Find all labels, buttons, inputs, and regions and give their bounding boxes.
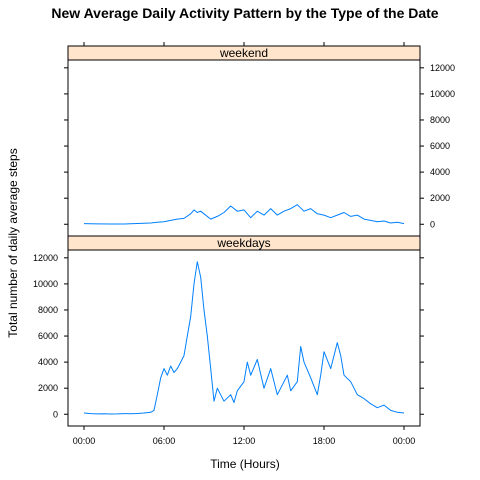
- y-tick-label-weekdays: 6000: [38, 331, 58, 341]
- panel-frame-weekdays: [68, 250, 420, 426]
- series-line-weekend: [84, 205, 404, 224]
- x-tick-label: 00:00: [73, 436, 96, 446]
- y-tick-label-weekend: 8000: [430, 115, 450, 125]
- y-tick-label-weekdays: 0: [53, 409, 58, 419]
- y-tick-label-weekend: 4000: [430, 167, 450, 177]
- y-tick-label-weekend: 6000: [430, 141, 450, 151]
- y-axis-label: Total number of daily average steps: [6, 148, 20, 337]
- panels-group: weekend 0 2000 4000 6000 8000 10000 12000 weekda…: [33, 42, 455, 446]
- y-tick-label-weekend: 10000: [430, 89, 455, 99]
- y-tick-label-weekdays: 12000: [33, 253, 58, 263]
- y-tick-label-weekend: 0: [430, 219, 435, 229]
- strip-label-weekend: weekend: [219, 46, 268, 60]
- y-tick-label-weekend: 2000: [430, 193, 450, 203]
- x-tick-label: 00:00: [393, 436, 416, 446]
- chart-title: New Average Daily Activity Pattern by th…: [51, 5, 438, 21]
- strip-label-weekdays: weekdays: [216, 236, 270, 250]
- y-tick-label-weekdays: 8000: [38, 305, 58, 315]
- x-tick-label: 12:00: [233, 436, 256, 446]
- y-tick-label-weekdays: 2000: [38, 383, 58, 393]
- x-tick-label: 18:00: [313, 436, 336, 446]
- series-line-weekdays: [84, 262, 404, 414]
- y-tick-label-weekdays: 4000: [38, 357, 58, 367]
- y-tick-label-weekdays: 10000: [33, 279, 58, 289]
- y-tick-label-weekend: 12000: [430, 63, 455, 73]
- x-axis-label: Time (Hours): [210, 457, 280, 471]
- x-tick-label: 06:00: [153, 436, 176, 446]
